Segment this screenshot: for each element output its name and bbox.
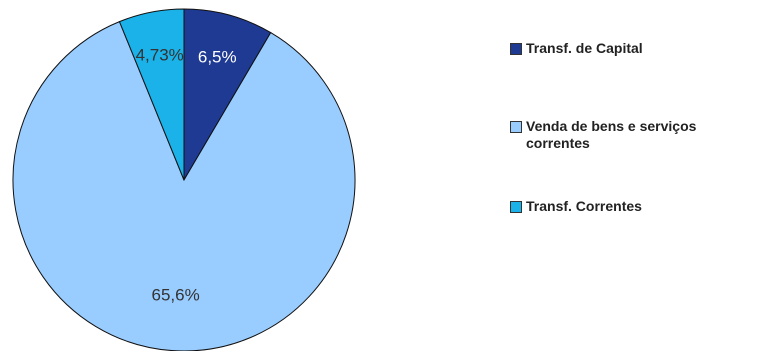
legend-label: Transf. Correntes	[526, 198, 642, 214]
legend-item: Transf. de Capital	[510, 40, 758, 57]
legend-swatch	[510, 201, 522, 213]
legend-item: Venda de bens e serviços correntes	[510, 118, 758, 152]
data-label: 65,6%	[151, 285, 199, 304]
legend-label: Transf. de Capital	[526, 40, 643, 56]
legend-label: Venda de bens e serviços correntes	[526, 118, 697, 151]
pie-slice	[183, 8, 272, 182]
legend-swatch	[510, 43, 522, 55]
data-label: 6,5%	[198, 47, 237, 66]
data-label: 4,73%	[136, 45, 184, 64]
pie-slice	[12, 20, 356, 351]
legend-swatch	[510, 121, 522, 133]
pie-slice	[118, 8, 185, 181]
legend-item: Transf. Correntes	[510, 198, 758, 215]
